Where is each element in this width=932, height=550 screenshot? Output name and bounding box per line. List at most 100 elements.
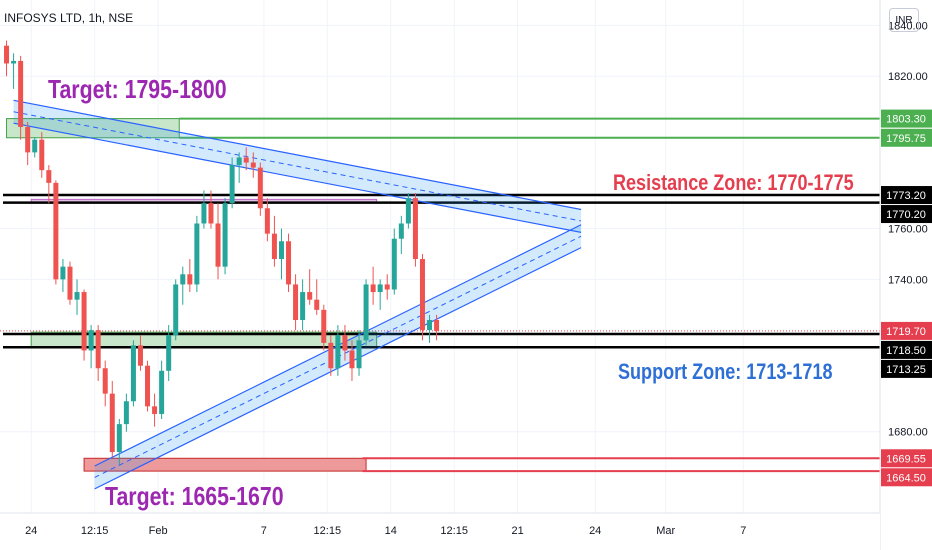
candle-body bbox=[257, 167, 263, 209]
candle-body bbox=[201, 203, 207, 224]
resistance-upper-price-label: 1773.20 bbox=[886, 190, 926, 202]
candle bbox=[229, 157, 235, 209]
candle bbox=[46, 165, 52, 204]
candle bbox=[300, 279, 306, 331]
support-upper-price-label: 1718.50 bbox=[886, 345, 926, 357]
candle-body bbox=[398, 223, 404, 239]
candle bbox=[81, 289, 87, 361]
resistance-upper-price-tag[interactable] bbox=[881, 186, 932, 205]
target-bottom-lower-price-label: 1664.50 bbox=[886, 472, 926, 484]
candle bbox=[60, 259, 66, 293]
resistance-lower-price-tag[interactable] bbox=[881, 205, 932, 224]
candle-body bbox=[391, 238, 397, 290]
candle-body bbox=[180, 274, 186, 285]
candle-body bbox=[123, 401, 129, 425]
candle bbox=[307, 269, 313, 305]
candle bbox=[342, 325, 348, 361]
support-upper-price-tag[interactable] bbox=[881, 340, 932, 359]
candle bbox=[384, 274, 390, 300]
red-target-box[interactable] bbox=[83, 457, 367, 472]
candle-body bbox=[328, 342, 334, 369]
candle bbox=[25, 121, 31, 166]
candle-body bbox=[250, 162, 256, 168]
candle-body bbox=[53, 182, 59, 280]
x-tick-label: 24 bbox=[589, 525, 601, 537]
candle bbox=[137, 335, 143, 371]
target-bottom-lower-price-tag[interactable] bbox=[881, 468, 932, 487]
candle-body bbox=[32, 139, 38, 153]
support-zone-label: Support Zone: 1713-1718 bbox=[618, 359, 833, 384]
target-top-lower-price-label: 1795.75 bbox=[886, 133, 926, 145]
candle bbox=[243, 147, 249, 171]
candle-body bbox=[349, 350, 355, 369]
candle bbox=[166, 325, 172, 381]
candle bbox=[116, 419, 122, 465]
candle-body bbox=[434, 319, 440, 331]
descending-channel-lower bbox=[13, 122, 582, 233]
candle-body bbox=[95, 330, 101, 369]
candle-body bbox=[236, 157, 242, 166]
x-tick-label: 14 bbox=[385, 525, 397, 537]
target-bottom-upper-price-tag[interactable] bbox=[881, 449, 932, 468]
candle bbox=[145, 360, 151, 412]
candle-body bbox=[229, 165, 235, 204]
candle bbox=[74, 279, 80, 315]
candle-body bbox=[46, 170, 52, 183]
candle-body bbox=[300, 292, 306, 320]
target-top-upper-price-tag[interactable] bbox=[881, 109, 932, 128]
candle-body bbox=[102, 368, 108, 394]
y-tick-label: 1820.00 bbox=[888, 71, 928, 83]
candle bbox=[370, 266, 376, 305]
candle-body bbox=[321, 309, 327, 343]
y-tick-label: 1760.00 bbox=[888, 224, 928, 236]
candle-body bbox=[419, 259, 425, 331]
candle-body bbox=[109, 393, 115, 453]
candle-body bbox=[159, 370, 165, 414]
candle bbox=[222, 198, 228, 275]
resistance-lower-price-label: 1770.20 bbox=[886, 209, 926, 221]
candle bbox=[18, 55, 24, 140]
candle-body bbox=[74, 292, 80, 300]
symbol-title[interactable]: INFOSYS LTD, 1h, NSE bbox=[4, 11, 134, 25]
candle bbox=[349, 340, 355, 381]
target-bottom-label: Target: 1665-1670 bbox=[105, 481, 284, 511]
candle bbox=[88, 325, 94, 369]
x-tick-label: Feb bbox=[149, 525, 168, 537]
candle-body bbox=[152, 406, 158, 414]
candle-body bbox=[67, 266, 73, 300]
candle-body bbox=[335, 335, 341, 369]
x-tick-label: Mar bbox=[656, 525, 675, 537]
candle-body bbox=[4, 45, 10, 64]
support-lower-price-label: 1713.25 bbox=[886, 364, 926, 376]
candle-body bbox=[39, 139, 45, 171]
x-tick-label: 7 bbox=[261, 525, 267, 537]
x-tick-label: 7 bbox=[740, 525, 746, 537]
candle-body bbox=[293, 284, 299, 320]
candle bbox=[215, 203, 221, 280]
candle bbox=[102, 360, 108, 407]
candle-body bbox=[187, 274, 193, 285]
last-price-price-tag[interactable] bbox=[881, 321, 932, 340]
candle-body bbox=[243, 157, 249, 163]
candle bbox=[159, 360, 165, 420]
target-top-label: Target: 1795-1800 bbox=[48, 74, 227, 104]
target-top-lower-price-tag[interactable] bbox=[881, 128, 932, 147]
time-axis-bg[interactable] bbox=[0, 513, 880, 550]
support-lower-price-tag[interactable] bbox=[881, 359, 932, 378]
candle bbox=[427, 314, 433, 343]
candle bbox=[335, 325, 341, 376]
candle bbox=[328, 335, 334, 376]
candle-body bbox=[130, 345, 136, 402]
candle-body bbox=[137, 345, 143, 366]
candle-body bbox=[405, 198, 411, 224]
candle bbox=[398, 215, 404, 254]
descending-channel-mid bbox=[13, 111, 582, 222]
currency-button[interactable]: INR bbox=[889, 8, 919, 32]
candle bbox=[412, 193, 418, 267]
resistance-zone-label: Resistance Zone: 1770-1775 bbox=[613, 170, 854, 195]
candle bbox=[4, 40, 10, 77]
candle bbox=[419, 253, 425, 341]
candle-body bbox=[25, 126, 31, 153]
candle-body bbox=[384, 284, 390, 290]
